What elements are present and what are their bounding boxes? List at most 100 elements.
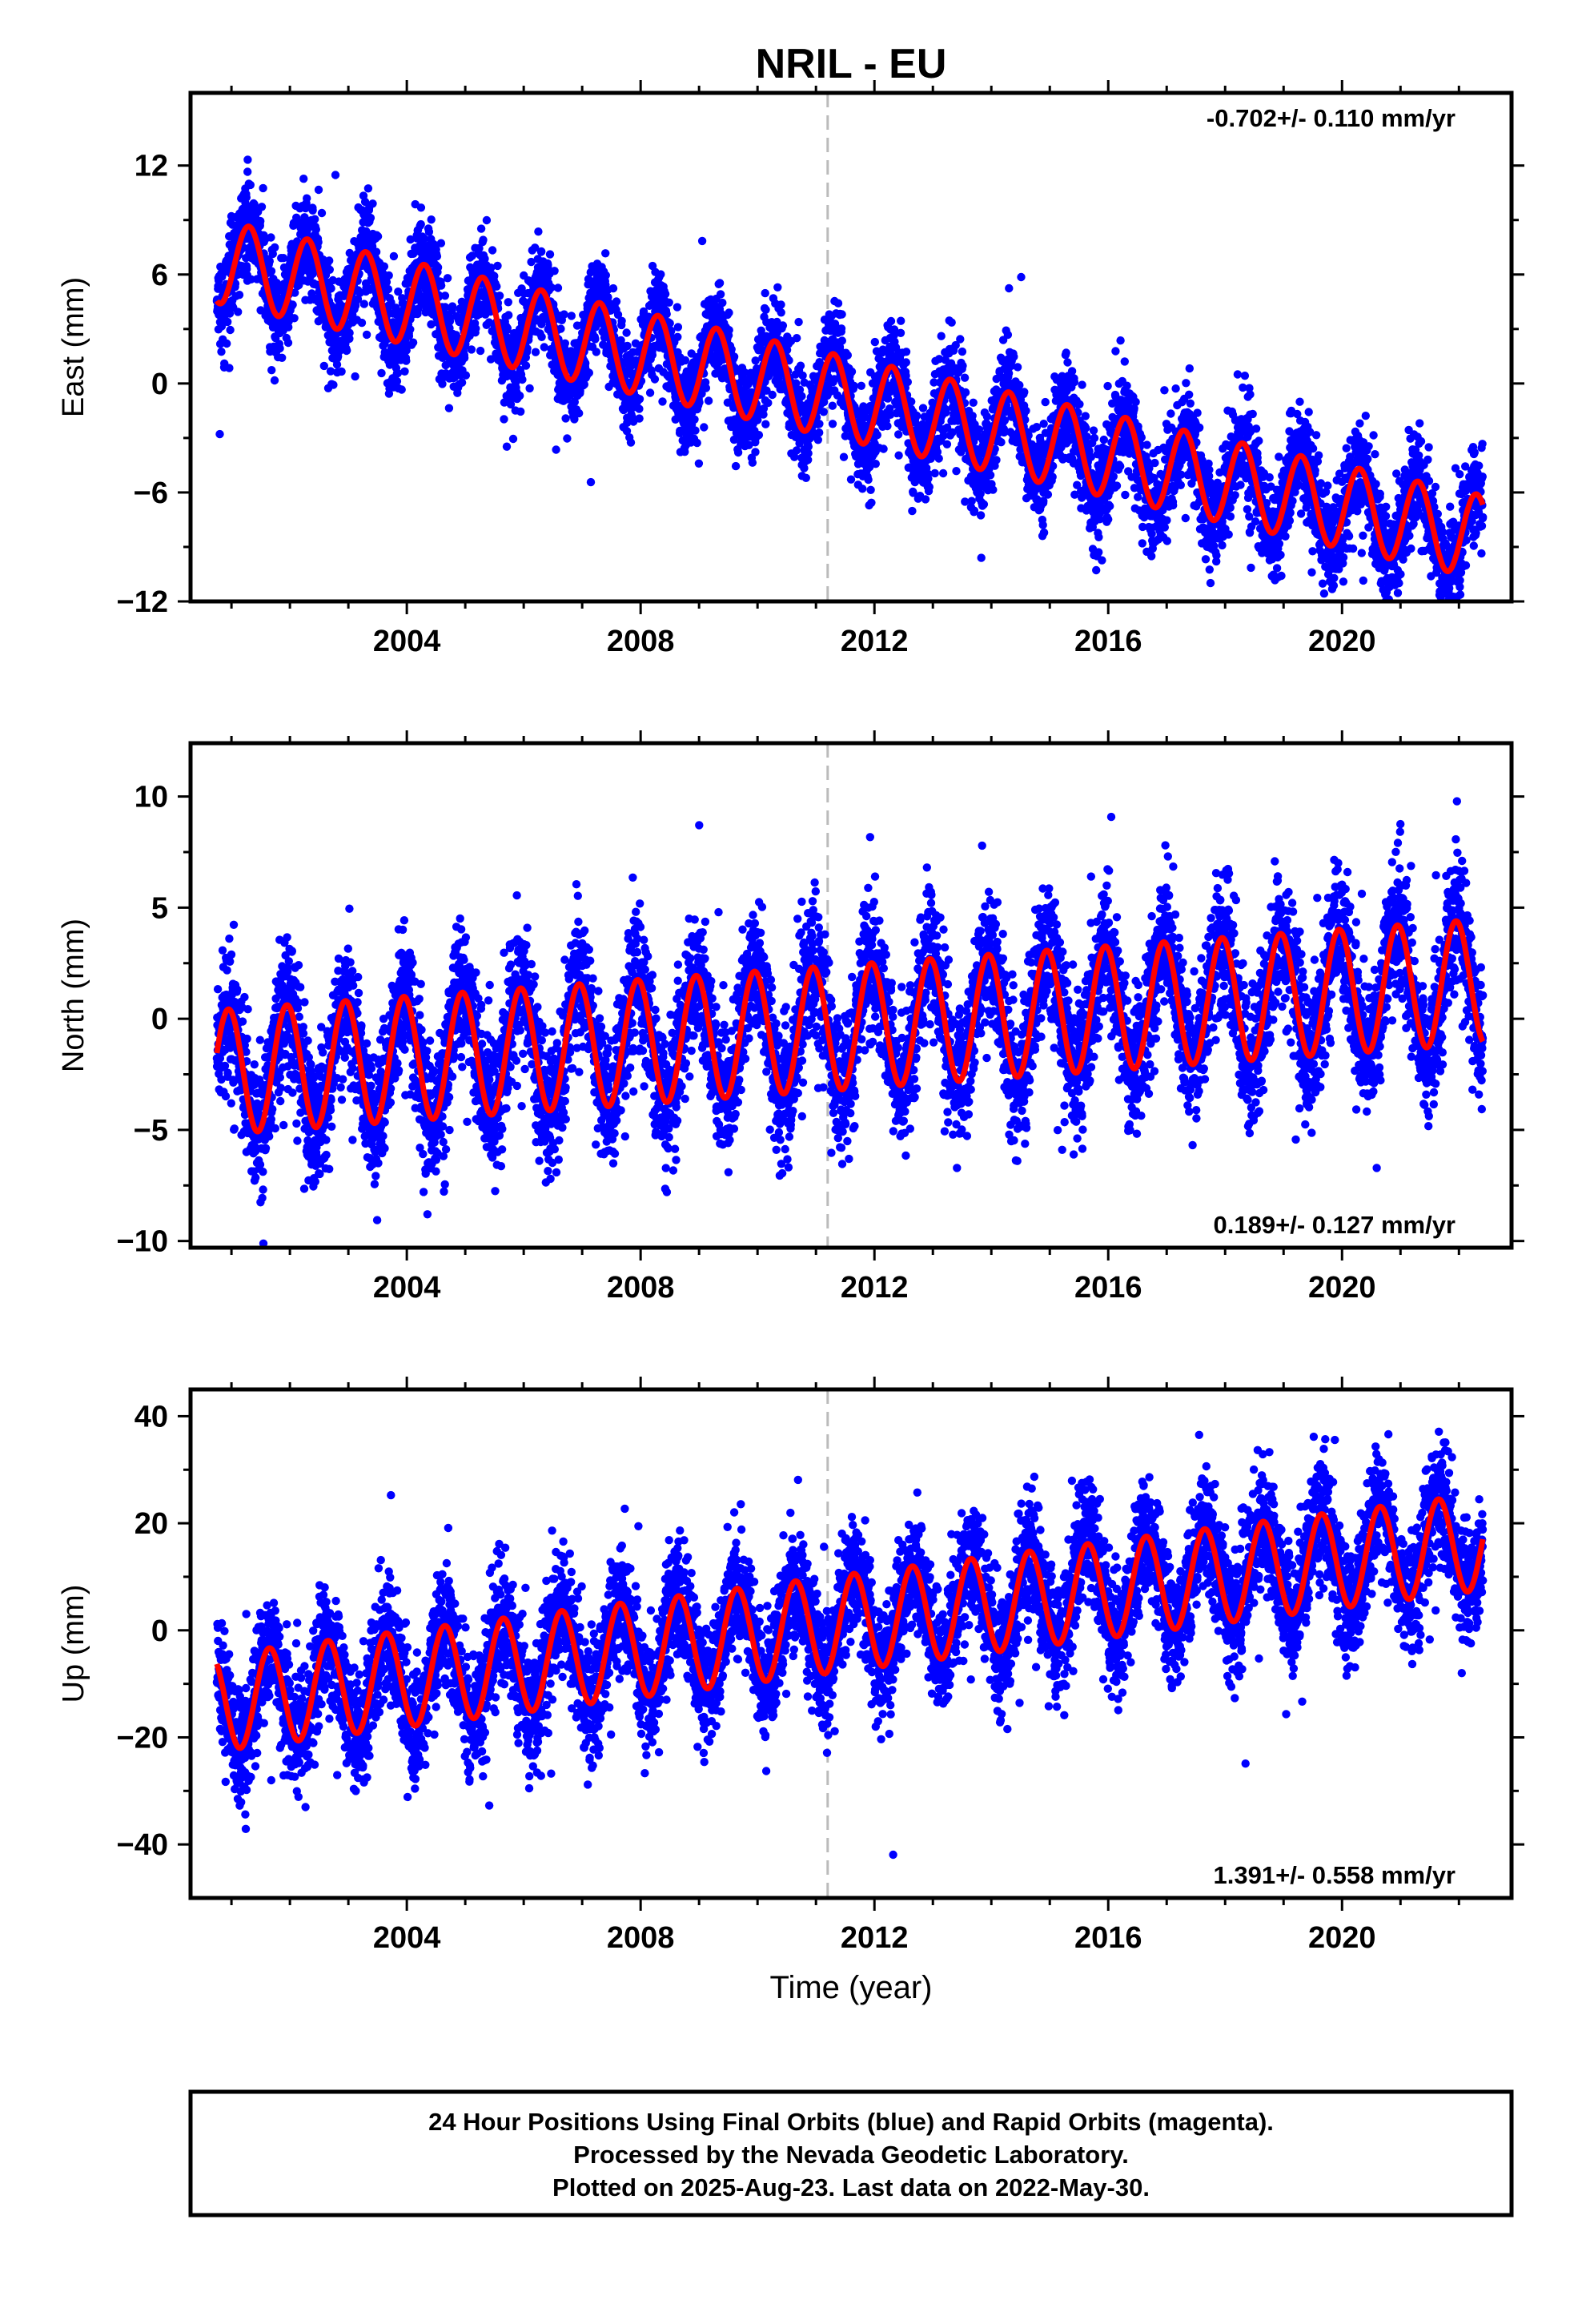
east-point [243,167,252,176]
east-point [778,321,788,330]
east-point [561,414,570,423]
east-point [359,300,368,308]
east-point [402,356,411,365]
east-point [700,423,709,432]
east-point [259,183,267,193]
east-point [847,367,857,376]
east-point [275,294,284,304]
east-point [504,311,513,320]
east-point [986,471,995,480]
east-point [267,267,276,275]
east-point [694,459,704,468]
east-point [1081,412,1090,420]
east-point [1043,490,1053,499]
east-point [502,442,512,451]
east-point [436,281,446,290]
east-point [1082,424,1090,432]
east-point [691,426,700,435]
east-point [665,298,673,307]
east-point [828,401,837,410]
east-point [288,300,297,309]
east-point [925,482,934,492]
east-point [635,404,644,413]
east-point [243,264,251,274]
east-point [246,180,255,190]
east-point [400,367,409,376]
east-point [516,392,524,400]
east-point [586,477,596,487]
east-point [958,361,967,370]
east-point [815,420,824,428]
east-point [299,175,308,183]
east-point [695,398,704,407]
east-point [608,283,618,293]
east-point [231,279,240,288]
east-point [257,203,267,211]
east-point [989,485,998,494]
east-point [488,246,497,255]
east-point [843,351,853,360]
east-point [443,274,452,283]
east-point [718,298,727,308]
east-point [733,448,743,457]
east-point [849,381,859,391]
east-point [1010,352,1018,361]
east-point [748,458,757,467]
east-point [601,271,610,279]
east-point [645,388,655,397]
east-point [716,290,725,299]
east-point [343,346,351,355]
east-point [217,348,226,356]
east-point [492,282,501,291]
east-point [567,312,576,320]
east-point [648,351,657,360]
east-point [731,461,741,471]
east-point [377,368,386,378]
east-point [896,328,905,337]
east-point [427,320,436,329]
east-point [525,384,534,393]
east-point [291,288,299,297]
east-point [819,408,828,416]
east-point [472,324,480,333]
east-point [773,283,782,292]
east-point [560,339,569,348]
east-point [242,193,251,202]
east-point [397,385,406,394]
east-point [1062,348,1070,357]
east-point [658,397,667,406]
east-point [427,215,436,224]
east-point [460,353,469,363]
east-point [1041,397,1050,407]
east-point [897,316,905,325]
east-point [768,390,777,400]
east-point [314,185,323,195]
east-point [420,234,429,243]
east-point [797,392,806,400]
east-point [531,348,540,356]
east-point [662,309,671,319]
east-point [433,263,443,272]
east-point [623,341,632,351]
east-point [537,247,546,256]
east-point [942,440,952,448]
east-point [226,325,235,335]
east-point [622,328,631,337]
east-point [424,227,434,236]
east-point [918,404,928,412]
east-point [482,215,492,225]
east-point [317,208,327,218]
east-point [311,225,320,234]
east-point [1017,272,1026,282]
east-point [550,267,559,275]
east-point [389,251,399,261]
east-point [362,330,371,340]
east-point [828,420,837,428]
east-point [777,300,785,309]
east-point [368,199,377,208]
east-point [1020,388,1029,396]
east-point [357,318,367,328]
east-point [846,475,856,484]
east-point [794,317,803,327]
east-point [467,345,476,354]
